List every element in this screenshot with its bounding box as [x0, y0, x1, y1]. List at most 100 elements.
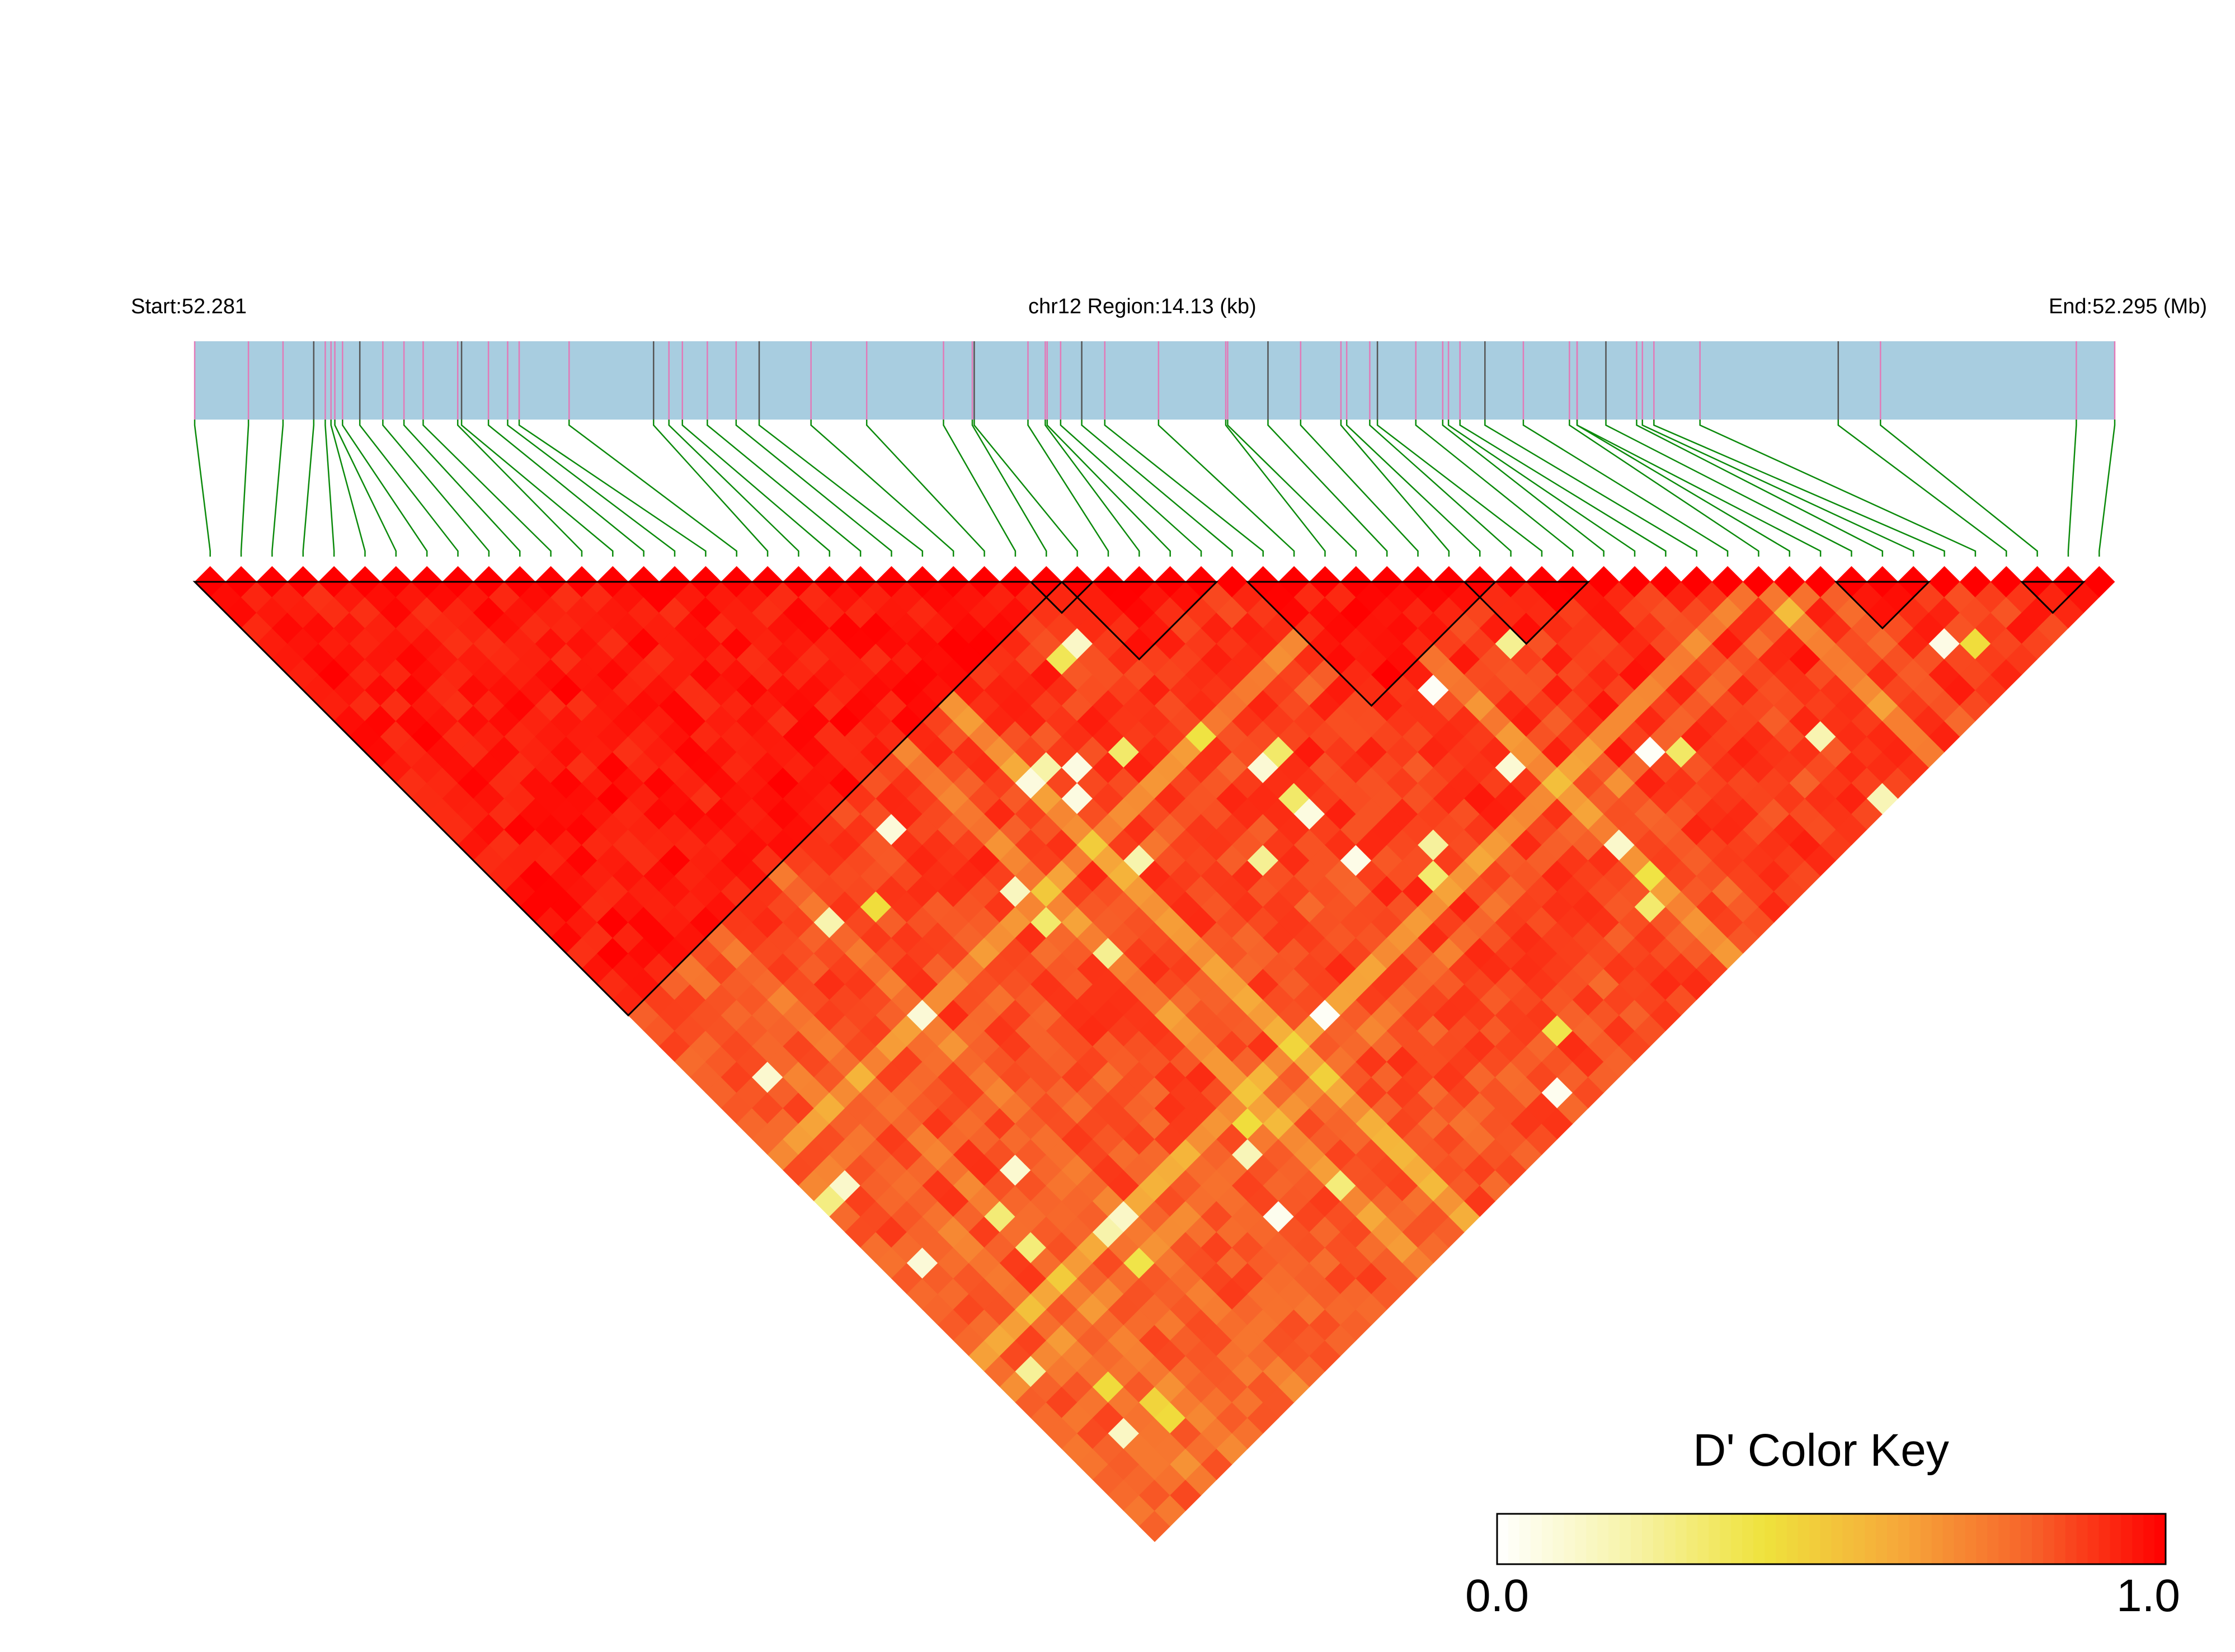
- snp-connector: [1081, 420, 1233, 557]
- color-key-bar: [1496, 1513, 2167, 1565]
- color-key-swatch: [1775, 1514, 1787, 1564]
- color-key-swatch: [1954, 1514, 1966, 1564]
- color-key-swatch: [1920, 1514, 1932, 1564]
- color-key-swatch: [2054, 1514, 2066, 1564]
- snp-connector: [1641, 420, 1914, 557]
- snp-connector: [403, 420, 521, 557]
- color-key-swatch: [1530, 1514, 1542, 1564]
- snp-connector: [2098, 420, 2116, 557]
- color-key-swatch: [1853, 1514, 1865, 1564]
- color-key-swatch: [1887, 1514, 1899, 1564]
- region-start-label: Start:52.281: [131, 295, 247, 318]
- color-key-swatch: [1686, 1514, 1698, 1564]
- color-key-swatch: [1909, 1514, 1921, 1564]
- snp-connector: [382, 420, 490, 557]
- color-key-swatch: [1842, 1514, 1854, 1564]
- color-key-swatch: [1620, 1514, 1631, 1564]
- color-key-swatch: [1697, 1514, 1710, 1564]
- color-key-min-label: 0.0: [1465, 1570, 1529, 1621]
- snp-connector: [1880, 420, 2038, 557]
- color-key-swatch: [1519, 1514, 1531, 1564]
- color-key-swatch: [1631, 1514, 1643, 1564]
- color-key-swatch: [1552, 1514, 1565, 1564]
- snp-connector: [457, 420, 583, 557]
- snp-connector: [1227, 420, 1357, 557]
- snp-connector: [460, 420, 614, 557]
- color-key-swatch: [1965, 1514, 1977, 1564]
- color-key-swatch: [1709, 1514, 1720, 1564]
- color-key-swatch: [1742, 1514, 1754, 1564]
- color-key-swatch: [1608, 1514, 1620, 1564]
- snp-connector: [1225, 420, 1326, 557]
- snp-connector: [1605, 420, 1852, 557]
- ld-block-outline: [1834, 581, 1931, 630]
- snp-connector: [1027, 420, 1109, 557]
- snp-connector: [971, 420, 1047, 557]
- color-key-swatch: [1987, 1514, 1999, 1564]
- snp-connector: [973, 420, 1078, 557]
- snp-connector: [359, 420, 459, 557]
- snp-connector: [1522, 420, 1729, 557]
- snp-connector: [324, 420, 335, 557]
- snp-position-ticks: [194, 341, 2116, 420]
- snp-connector: [1699, 420, 1977, 557]
- snp-connector: [1447, 420, 1636, 557]
- ld-block-outline: [192, 581, 1064, 1017]
- snp-connector: [2067, 420, 2077, 557]
- color-key-swatch: [2154, 1514, 2166, 1564]
- snp-connector: [330, 420, 366, 557]
- snp-connector: [1376, 420, 1543, 557]
- color-key-swatch: [1786, 1514, 1799, 1564]
- snp-connector: [518, 420, 707, 557]
- color-key-swatch: [1831, 1514, 1843, 1564]
- snp-connector: [1636, 420, 1884, 557]
- snp-connector: [1837, 420, 2007, 557]
- snp-connector: [758, 420, 924, 557]
- color-key-swatch: [1641, 1514, 1654, 1564]
- color-key-swatch: [1720, 1514, 1731, 1564]
- ld-cell: [2083, 566, 2115, 598]
- color-key-swatch: [1898, 1514, 1910, 1564]
- snp-connector: [865, 420, 985, 557]
- snp-connector: [1569, 420, 1759, 557]
- color-key-swatch: [1497, 1514, 1509, 1564]
- color-key-swatch: [2032, 1514, 2044, 1564]
- snp-connector: [1653, 420, 1945, 557]
- snp-connector: [1158, 420, 1295, 557]
- snp-connector: [194, 420, 211, 557]
- color-key-swatch: [1876, 1514, 1888, 1564]
- snp-connector: [943, 420, 1017, 557]
- ld-block-outlines: [192, 581, 2086, 1017]
- region-end-label: End:52.295 (Mb): [2049, 295, 2207, 318]
- color-key-swatch: [2065, 1514, 2077, 1564]
- color-key-swatch: [1675, 1514, 1687, 1564]
- snp-connector: [668, 420, 799, 557]
- ld-block-outline: [2020, 581, 2086, 614]
- color-key-swatch: [2087, 1514, 2100, 1564]
- color-key-swatch: [1998, 1514, 2010, 1564]
- snp-connector: [1060, 420, 1202, 557]
- color-key-swatch: [1731, 1514, 1743, 1564]
- color-key-swatch: [1976, 1514, 1988, 1564]
- snp-connector: [240, 420, 250, 557]
- color-key-swatch: [1820, 1514, 1832, 1564]
- color-key-swatch: [2076, 1514, 2088, 1564]
- snp-connector: [342, 420, 428, 557]
- color-key-frame: [1496, 1513, 2167, 1565]
- color-key-swatch: [2132, 1514, 2144, 1564]
- color-key-swatch: [1798, 1514, 1810, 1564]
- snp-connector: [1046, 420, 1171, 557]
- snp-connector-lines: [194, 420, 2116, 557]
- gene-track: [195, 341, 2115, 420]
- snp-connector: [1340, 420, 1450, 557]
- color-key-swatch: [1597, 1514, 1609, 1564]
- snp-connector: [1484, 420, 1697, 557]
- color-key-swatch: [2043, 1514, 2055, 1564]
- color-key-swatch: [1765, 1514, 1776, 1564]
- ld-block-outline: [1462, 581, 1591, 645]
- color-key-swatch: [1508, 1514, 1520, 1564]
- color-key-swatch: [1664, 1514, 1676, 1564]
- color-key-swatch: [1931, 1514, 1944, 1564]
- snp-connector: [1576, 420, 1791, 557]
- snp-connector: [487, 420, 644, 557]
